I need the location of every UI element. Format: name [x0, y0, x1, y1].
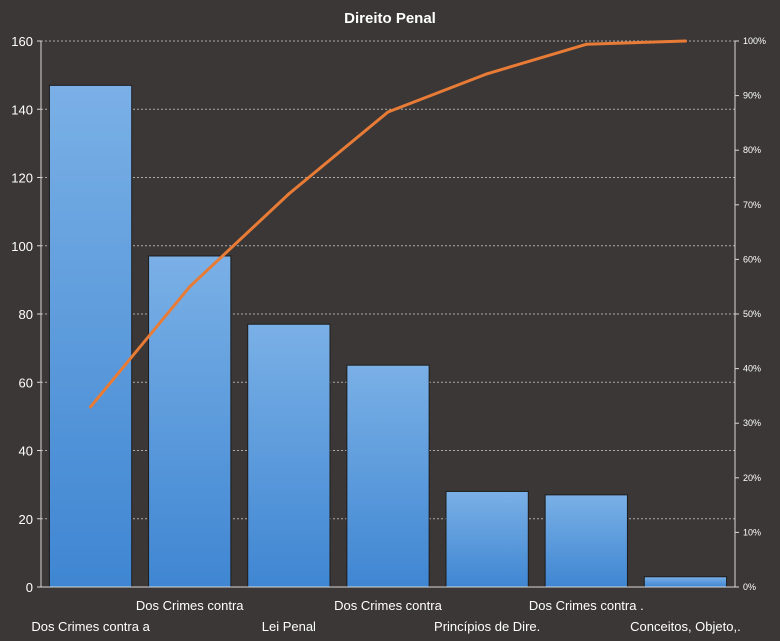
chart-title: Direito Penal — [344, 10, 436, 27]
x-axis: Dos Crimes contra a Dos Crimes contra Lei … — [31, 586, 741, 634]
right-tick-label: 30% — [743, 418, 761, 428]
right-tick-label: 70% — [743, 200, 761, 210]
x-tick-label: Dos Crimes contra — [334, 598, 442, 613]
left-tick-label: 80 — [19, 307, 33, 322]
right-tick-label: 80% — [743, 145, 761, 155]
cumulative-point — [188, 285, 192, 289]
cumulative-point — [683, 39, 687, 43]
left-tick-label: 0 — [26, 580, 33, 595]
cumulative-point — [89, 405, 93, 409]
x-tick-label: Dos Crimes contra a — [31, 619, 150, 634]
bar — [148, 255, 232, 588]
right-tick-label: 60% — [743, 254, 761, 264]
bar — [445, 490, 529, 588]
left-tick-label: 40 — [19, 444, 33, 459]
cumulative-line — [89, 39, 687, 409]
left-tick-label: 160 — [11, 34, 33, 49]
bar — [346, 364, 430, 588]
left-tick-label: 100 — [11, 239, 33, 254]
bar — [643, 576, 728, 588]
right-tick-label: 100% — [743, 36, 766, 46]
cumulative-point — [485, 72, 489, 76]
bar — [247, 323, 331, 588]
bar — [544, 494, 628, 588]
bars — [48, 84, 728, 588]
left-tick-label: 140 — [11, 102, 33, 117]
x-tick-label: Lei Penal — [262, 619, 316, 634]
x-tick-label: Dos Crimes contra — [136, 598, 244, 613]
right-tick-label: 50% — [743, 309, 761, 319]
cumulative-point — [287, 192, 291, 196]
cumulative-point — [584, 42, 588, 46]
x-tick-label: Dos Crimes contra . — [529, 598, 644, 613]
left-tick-label: 20 — [19, 512, 33, 527]
left-tick-label: 120 — [11, 171, 33, 186]
left-axis: 0 20 40 60 80 100 120 140 160 — [11, 34, 42, 595]
cumulative-point — [386, 110, 390, 114]
right-tick-label: 20% — [743, 473, 761, 483]
x-tick-label: Conceitos, Objeto,. — [630, 619, 741, 634]
right-tick-label: 0% — [743, 582, 756, 592]
right-axis: 0% 10% 20% 30% 40% 50% 60% 70% 80% 90% 100% — [734, 36, 766, 592]
right-tick-label: 40% — [743, 364, 761, 374]
right-tick-label: 10% — [743, 527, 761, 537]
x-tick-label: Princípios de Dire. — [434, 619, 540, 634]
bar — [48, 84, 133, 588]
right-tick-label: 90% — [743, 91, 761, 101]
left-tick-label: 60 — [19, 375, 33, 390]
